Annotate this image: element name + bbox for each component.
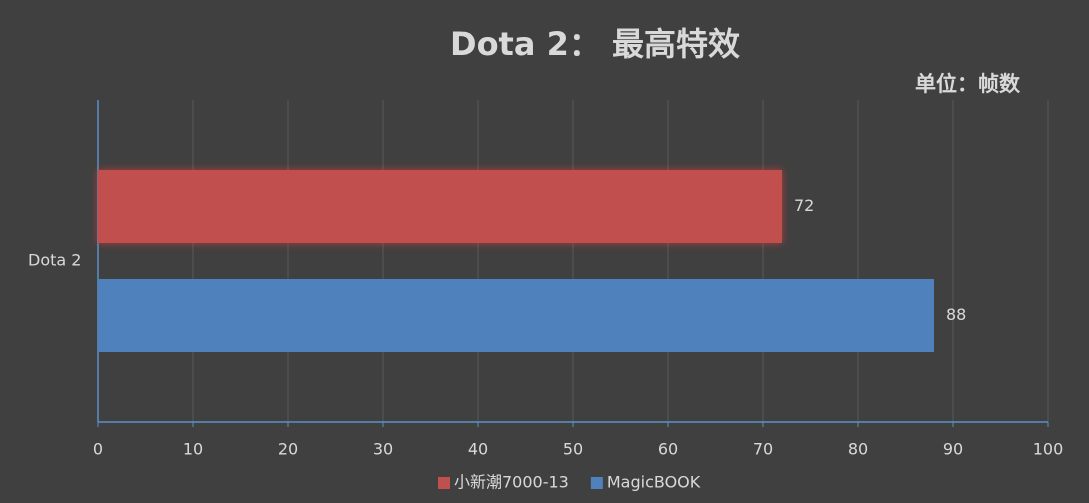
x-tick-label: 60 [658,440,678,459]
x-tick-label: 100 [1033,440,1064,459]
x-tick-label: 20 [278,440,298,459]
legend-swatch [438,477,450,489]
x-tick-label: 10 [183,440,203,459]
legend-label: 小新潮7000-13 [454,473,569,492]
legend-label: MagicBOOK [607,473,701,492]
chart-subtitle: 单位：帧数 [915,72,1021,96]
bar [98,279,934,352]
y-tick-label: Dota 2 [28,251,81,270]
bar [98,170,782,243]
x-tick-label: 80 [848,440,868,459]
x-tick-label: 70 [753,440,773,459]
chart-title: Dota 2： 最高特效 [450,25,740,63]
x-tick-label: 90 [943,440,963,459]
x-tick-label: 40 [468,440,488,459]
data-label: 88 [946,305,966,324]
x-tick-label: 50 [563,440,583,459]
legend-swatch [590,477,603,489]
x-tick-label: 30 [373,440,393,459]
data-label: 72 [794,196,814,215]
x-tick-label: 0 [93,440,103,459]
